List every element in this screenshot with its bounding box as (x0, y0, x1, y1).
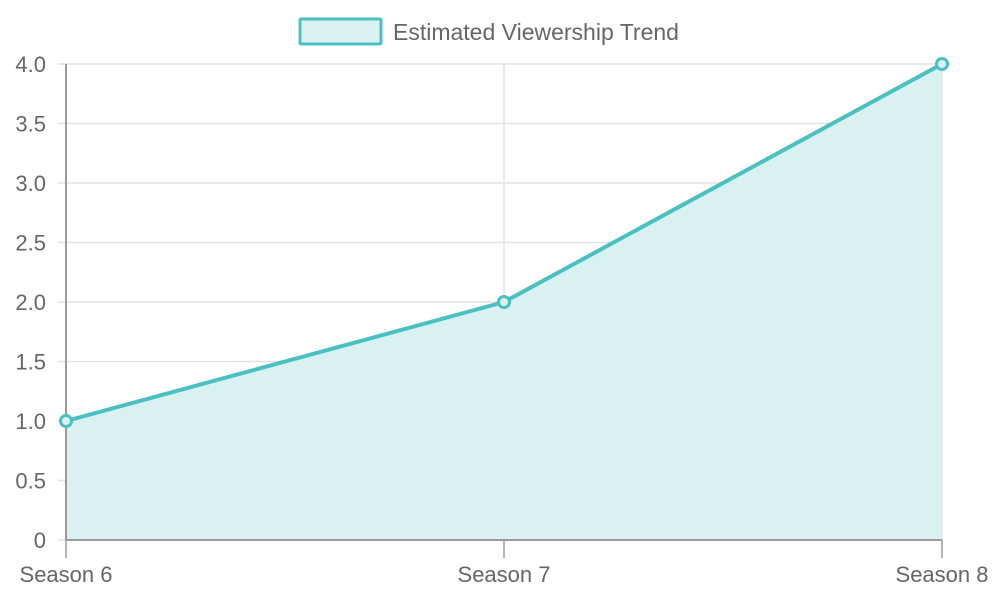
data-point[interactable] (59, 414, 73, 428)
axes (65, 64, 943, 558)
series-points[interactable] (59, 57, 949, 428)
x-axis-tick-labels: Season 6 Season 7 Season 8 (20, 562, 989, 587)
x-tick-label: Season 8 (896, 562, 989, 587)
chart-legend[interactable]: Estimated Viewership Trend (298, 17, 679, 46)
y-axis-tick-labels: 0 0.5 1.0 1.5 2.0 2.5 3.0 3.5 4.0 (15, 52, 46, 553)
data-point[interactable] (935, 57, 949, 71)
y-tick-label: 3.0 (15, 171, 46, 196)
y-tick-label: 0 (34, 528, 46, 553)
data-point[interactable] (497, 295, 511, 309)
x-tick-label: Season 6 (20, 562, 113, 587)
legend-swatch (298, 17, 383, 46)
y-tick-label: 0.5 (15, 469, 46, 494)
y-tick-label: 2.5 (15, 231, 46, 256)
legend-label: Estimated Viewership Trend (393, 19, 679, 45)
y-tick-label: 3.5 (15, 112, 46, 137)
x-tick-label: Season 7 (458, 562, 551, 587)
y-tick-label: 1.5 (15, 350, 46, 375)
y-tick-label: 2.0 (15, 290, 46, 315)
y-tick-label: 4.0 (15, 52, 46, 77)
y-tick-label: 1.0 (15, 409, 46, 434)
